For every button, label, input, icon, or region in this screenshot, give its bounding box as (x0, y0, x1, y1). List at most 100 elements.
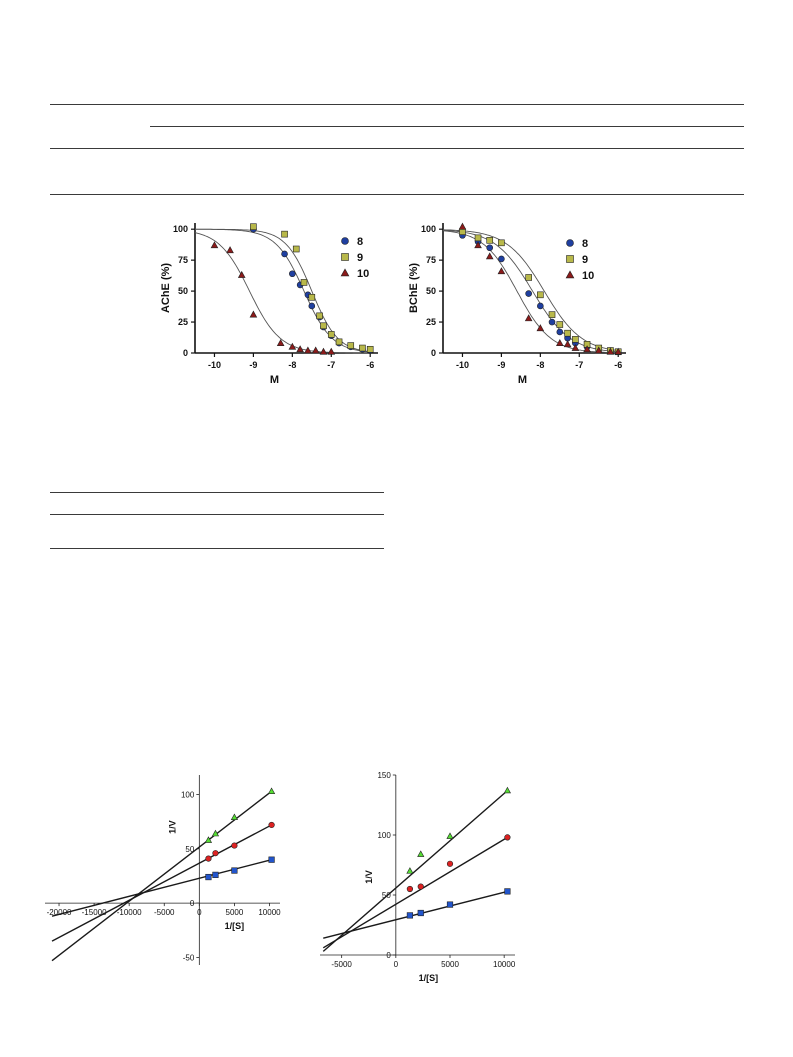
data-point (504, 888, 511, 895)
data-point (537, 302, 544, 310)
y-axis-label: 1/V (364, 870, 374, 884)
y-tick-label: 0 (183, 348, 188, 358)
data-point (316, 312, 323, 320)
data-point (417, 909, 424, 917)
x-tick-label: 0 (394, 960, 399, 969)
legend-label: 8 (357, 236, 363, 248)
x-tick-label: -8 (536, 360, 544, 370)
y-tick-label: 0 (190, 899, 195, 908)
x-tick-label: -10 (456, 360, 469, 370)
y-tick-label: -50 (183, 953, 195, 962)
y-tick-label: 50 (185, 845, 194, 854)
data-point (281, 230, 288, 238)
x-axis-label: M (518, 374, 527, 386)
data-point (281, 250, 288, 258)
y-tick-label: 75 (426, 255, 436, 265)
data-point (289, 270, 296, 278)
data-point (268, 821, 275, 829)
data-point (564, 329, 571, 337)
x-tick-label: -9 (497, 360, 505, 370)
x-axis-label: 1/[S] (225, 921, 245, 931)
data-point (458, 222, 467, 230)
data-point (406, 885, 414, 893)
data-point (417, 850, 425, 857)
data-point (504, 834, 511, 841)
data-point (525, 290, 532, 297)
y-tick-label: 50 (178, 286, 188, 296)
data-point (205, 855, 212, 862)
table-header-bottom-rule (50, 148, 744, 149)
fit-curve (195, 228, 369, 352)
data-point (446, 901, 454, 908)
data-point (571, 343, 580, 351)
data-point (359, 344, 366, 352)
data-point (406, 912, 414, 919)
x-tick-label: 0 (197, 908, 202, 917)
legend-label: 8 (582, 238, 588, 250)
x-tick-label: -5000 (331, 960, 352, 969)
data-point (498, 255, 505, 263)
y-tick-label: 25 (178, 317, 188, 327)
data-point (231, 842, 238, 849)
data-point (276, 339, 285, 346)
data-point (366, 345, 374, 353)
data-point (417, 883, 424, 890)
data-point (485, 252, 494, 260)
y-tick-label: 150 (377, 771, 391, 780)
data-point (556, 328, 564, 336)
data-point (459, 228, 466, 235)
y-tick-label: 100 (377, 831, 391, 840)
data-point (503, 786, 512, 794)
data-point (614, 347, 623, 355)
legend-marker (341, 237, 349, 245)
data-point (486, 244, 494, 252)
data-point (486, 237, 494, 244)
data-point (548, 311, 556, 318)
data-point (446, 860, 454, 867)
data-point (292, 245, 300, 253)
y-tick-label: 100 (421, 224, 436, 234)
legend-label: 10 (582, 270, 594, 282)
data-point (327, 331, 335, 338)
x-tick-label: -8 (288, 360, 296, 370)
x-tick-label: -7 (327, 360, 335, 370)
y-axis-label: BChE (%) (408, 263, 420, 313)
data-point (288, 342, 297, 350)
regression-line (322, 790, 508, 952)
lineweaver-burk-chart-left: -50 0 50 100 -20000 -15000 -10000 -5000 0 5000 100… (45, 775, 281, 965)
y-tick-label: 0 (386, 951, 391, 960)
table2-bottom-rule (50, 548, 384, 549)
data-point (296, 345, 304, 353)
x-tick-label: 5000 (226, 908, 244, 917)
y-axis-label: 1/V (167, 820, 177, 834)
data-point (300, 279, 308, 286)
y-tick-label: 0 (431, 348, 436, 358)
fit-curve (194, 228, 369, 353)
data-point (525, 274, 532, 281)
x-axis-label: M (270, 374, 279, 386)
fit-curve (443, 229, 617, 351)
data-point (524, 314, 533, 322)
table2-top-rule (50, 492, 384, 493)
legend-marker (566, 239, 574, 247)
data-point (204, 836, 213, 843)
x-tick-label: -20000 (47, 908, 72, 917)
x-tick-label: -5000 (154, 908, 175, 917)
y-tick-label: 75 (178, 255, 188, 265)
data-point (556, 321, 564, 328)
x-tick-label: -7 (575, 360, 583, 370)
x-tick-label: -6 (366, 360, 374, 370)
data-point (556, 339, 564, 346)
data-point (210, 241, 219, 249)
data-point (308, 302, 316, 310)
ache-inhibition-chart: 0 25 50 75 100 -10 -9 -8 -7 -6 M AChE (%) 8 9 10 (160, 223, 378, 386)
data-point (267, 787, 276, 794)
regression-line (51, 790, 273, 962)
x-tick-label: 10000 (493, 960, 516, 969)
data-point (231, 867, 238, 874)
data-point (311, 346, 320, 354)
data-point (212, 850, 219, 857)
table-header-subrule (150, 126, 744, 127)
data-point (327, 347, 336, 355)
